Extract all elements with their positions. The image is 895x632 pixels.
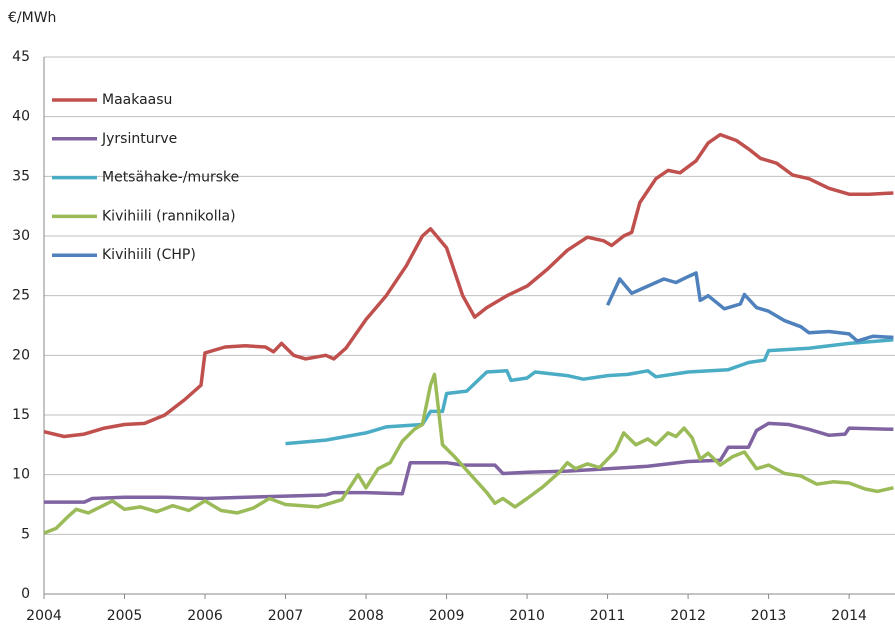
series-line [44, 421, 894, 504]
y-tick-label: 35 [12, 168, 30, 184]
legend-label: Kivihiili (rannikolla) [102, 208, 236, 224]
x-tick-label: 2011 [590, 608, 626, 624]
y-tick-label: 40 [12, 109, 30, 125]
x-tick-label: 2008 [348, 608, 384, 624]
legend-label: Jyrsinturve [101, 131, 177, 147]
y-tick-label: 0 [21, 586, 30, 602]
series-line [606, 271, 894, 343]
x-tick-label: 2014 [831, 608, 867, 624]
legend-label: Kivihiili (CHP) [102, 247, 196, 263]
y-tick-label: 45 [12, 49, 30, 65]
y-tick-label: 20 [12, 347, 30, 363]
legend-label: Maakaasu [102, 92, 172, 108]
series-line [44, 132, 894, 439]
legend-label: Metsähake-/murske [102, 170, 239, 186]
y-tick-label: 10 [12, 467, 30, 483]
x-tick-label: 2013 [751, 608, 787, 624]
x-tick-label: 2009 [429, 608, 465, 624]
y-tick-label: 30 [12, 228, 30, 244]
y-axis-label: €/MWh [8, 10, 56, 26]
series-line [285, 338, 894, 446]
y-tick-label: 15 [12, 407, 30, 423]
series-line [44, 372, 894, 535]
x-tick-label: 2004 [26, 608, 62, 624]
x-tick-label: 2010 [509, 608, 545, 624]
x-tick-label: 2006 [187, 608, 223, 624]
x-tick-label: 2007 [268, 608, 304, 624]
plot-area [44, 132, 894, 535]
x-tick-label: 2005 [107, 608, 143, 624]
y-tick-label: 5 [21, 526, 30, 542]
y-tick-label: 25 [12, 288, 30, 304]
x-tick-label: 2012 [670, 608, 706, 624]
